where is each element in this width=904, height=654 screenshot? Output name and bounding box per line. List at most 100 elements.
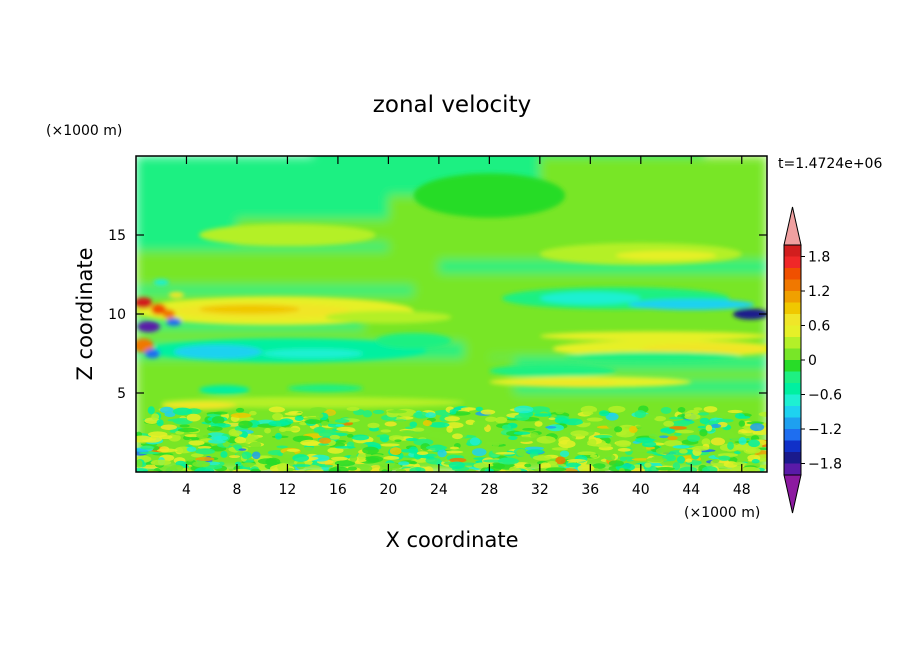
turbulence-blob: [655, 447, 671, 455]
turbulence-blob: [334, 419, 350, 423]
turbulence-blob: [151, 413, 160, 421]
turbulence-blob: [614, 426, 623, 433]
turbulence-blob: [634, 410, 647, 419]
turbulence-blob: [335, 439, 347, 443]
turbulence-blob: [422, 419, 433, 427]
field-feature: [136, 297, 153, 309]
turbulence-blob: [228, 455, 241, 459]
turbulence-blob: [663, 420, 675, 427]
turbulence-blob: [268, 420, 290, 427]
y-axis-ticks: 5 10 15: [108, 228, 767, 402]
turbulence-blob: [443, 450, 464, 454]
field-feature: [325, 310, 452, 324]
turbulence-blob: [526, 449, 544, 454]
turbulence-blob: [274, 432, 282, 440]
turbulence-blob: [213, 411, 228, 415]
turbulence-blob: [530, 431, 539, 439]
field-band: [716, 156, 767, 251]
turbulence-blob: [727, 441, 734, 450]
x-tick-label: 16: [329, 482, 347, 498]
colorbar-bin: [784, 463, 801, 475]
turbulence-blob: [195, 457, 215, 462]
turbulence-blob: [235, 407, 245, 413]
turbulence-blob: [551, 447, 569, 451]
colorbar-tick-label: −1.8: [808, 457, 842, 473]
turbulence-blob: [693, 407, 703, 411]
x-tick-label: 20: [379, 482, 397, 498]
turbulence-blob: [276, 445, 288, 449]
field-feature: [153, 279, 169, 286]
colorbar-bin: [784, 314, 801, 326]
turbulence-blob: [160, 424, 177, 430]
turbulence-blob: [655, 466, 676, 471]
turbulence-blob: [292, 454, 310, 462]
turbulence-blob: [234, 436, 247, 444]
field-feature: [615, 250, 717, 261]
colorbar-tick-label: 0: [808, 353, 817, 369]
colorbar-bin: [784, 383, 801, 395]
turbulence-blob: [554, 417, 570, 424]
turbulence-blob: [150, 459, 172, 466]
turbulence-blob: [409, 466, 426, 472]
turbulence-blob: [427, 453, 438, 457]
turbulence-blob: [513, 431, 531, 435]
turbulence-blob: [376, 434, 390, 438]
turbulence-blob: [591, 420, 602, 427]
turbulence-blob: [534, 421, 543, 427]
colorbar-bin: [784, 371, 801, 383]
x-tick-label: 28: [480, 482, 498, 498]
turbulence-blob: [524, 463, 532, 468]
turbulence-blob: [327, 447, 344, 454]
turbulence-blob: [320, 421, 329, 427]
turbulence-blob: [617, 448, 631, 452]
turbulence-blob: [249, 441, 262, 448]
turbulence-blob: [665, 453, 675, 461]
turbulence-blob: [300, 439, 319, 446]
turbulence-blob: [411, 427, 425, 432]
turbulence-blob: [727, 409, 743, 414]
x-tick-label: 36: [581, 482, 599, 498]
turbulence-blob: [346, 406, 360, 412]
turbulence-blob: [281, 427, 300, 432]
turbulence-blob: [670, 420, 691, 427]
colorbar-tick-label: 1.2: [808, 284, 830, 300]
turbulence-blob: [449, 457, 467, 463]
turbulence-blob: [469, 437, 481, 446]
colorbar-bin: [784, 429, 801, 441]
field-feature: [166, 317, 182, 326]
turbulence-blob: [394, 439, 402, 443]
turbulence-blob: [514, 414, 530, 421]
turbulence-blob: [464, 407, 474, 411]
turbulence-blob: [463, 423, 471, 430]
turbulence-blob: [752, 430, 767, 436]
turbulence-blob: [234, 461, 242, 466]
turbulence-blob: [733, 462, 747, 466]
field-feature: [137, 321, 160, 333]
turbulence-blob: [660, 406, 672, 414]
time-label: t=1.4724e+06: [778, 156, 882, 172]
turbulence-blob: [654, 415, 667, 422]
field-feature: [162, 309, 176, 319]
turbulence-blob: [699, 429, 708, 437]
turbulence-blob: [691, 445, 710, 451]
turbulence-blob: [448, 461, 465, 470]
turbulence-blob: [723, 461, 738, 468]
x-tick-label: 8: [232, 482, 241, 498]
turbulence-blob: [580, 405, 598, 414]
field-feature: [287, 384, 364, 393]
turbulence-blob: [380, 429, 392, 433]
turbulence-blob: [387, 409, 407, 414]
turbulence-blob: [717, 430, 735, 439]
y-tick-label: 5: [117, 386, 126, 402]
field-feature: [168, 291, 184, 299]
turbulence-blob: [140, 445, 155, 450]
turbulence-blob: [675, 429, 695, 434]
turbulence-blob: [533, 413, 552, 417]
turbulence-blob: [177, 427, 199, 433]
turbulence-blob: [242, 462, 254, 468]
turbulence-blob: [598, 410, 610, 417]
turbulence-blob: [750, 423, 765, 432]
colorbar-bin: [784, 360, 801, 372]
field-feature: [161, 401, 237, 410]
turbulence-blob: [590, 454, 598, 458]
